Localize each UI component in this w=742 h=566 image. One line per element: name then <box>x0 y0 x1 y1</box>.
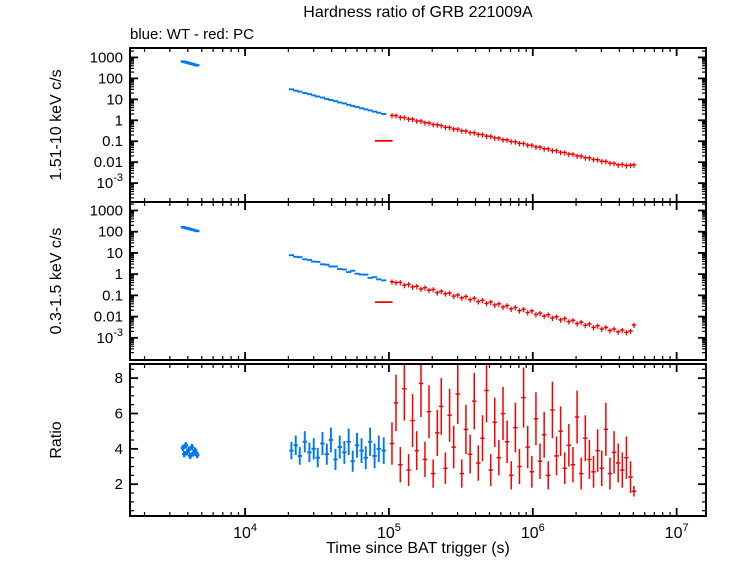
svg-text:1: 1 <box>115 112 123 129</box>
chart-title: Hardness ratio of GRB 221009A <box>303 4 533 21</box>
svg-text:1000: 1000 <box>90 49 123 66</box>
svg-text:10: 10 <box>106 245 123 262</box>
svg-text:0.01: 0.01 <box>94 154 123 171</box>
hard-panel-points <box>180 60 637 169</box>
svg-text:100: 100 <box>98 224 123 241</box>
svg-text:8: 8 <box>115 370 123 387</box>
svg-text:104: 104 <box>233 522 257 542</box>
svg-text:105: 105 <box>377 522 401 542</box>
svg-text:10-3: 10-3 <box>97 327 123 347</box>
svg-text:0.1: 0.1 <box>102 133 123 150</box>
ratio-panel-points <box>180 365 637 497</box>
svg-text:0.01: 0.01 <box>94 309 123 326</box>
y-axis-label-soft: 0.3-1.5 keV c/s <box>48 227 65 335</box>
svg-text:1000: 1000 <box>90 202 123 219</box>
svg-text:6: 6 <box>115 405 123 422</box>
y-axis-label-hard: 1.51-10 keV c/s <box>48 69 65 181</box>
x-tick-labels: 104 105 106 107 <box>233 522 688 542</box>
svg-text:1: 1 <box>115 266 123 283</box>
x-axis-label: Time since BAT trigger (s) <box>326 540 510 557</box>
svg-text:0.1: 0.1 <box>102 287 123 304</box>
svg-text:10-3: 10-3 <box>97 172 123 192</box>
panel-borders <box>129 47 707 517</box>
svg-text:4: 4 <box>115 441 123 458</box>
svg-text:10: 10 <box>106 91 123 108</box>
soft-panel-points <box>180 225 637 336</box>
svg-text:2: 2 <box>115 476 123 493</box>
svg-text:107: 107 <box>665 522 689 542</box>
svg-text:106: 106 <box>521 522 545 542</box>
chart-legend-subtitle: blue: WT - red: PC <box>130 26 254 43</box>
svg-text:100: 100 <box>98 70 123 87</box>
y-axis-label-ratio: Ratio <box>48 421 65 459</box>
